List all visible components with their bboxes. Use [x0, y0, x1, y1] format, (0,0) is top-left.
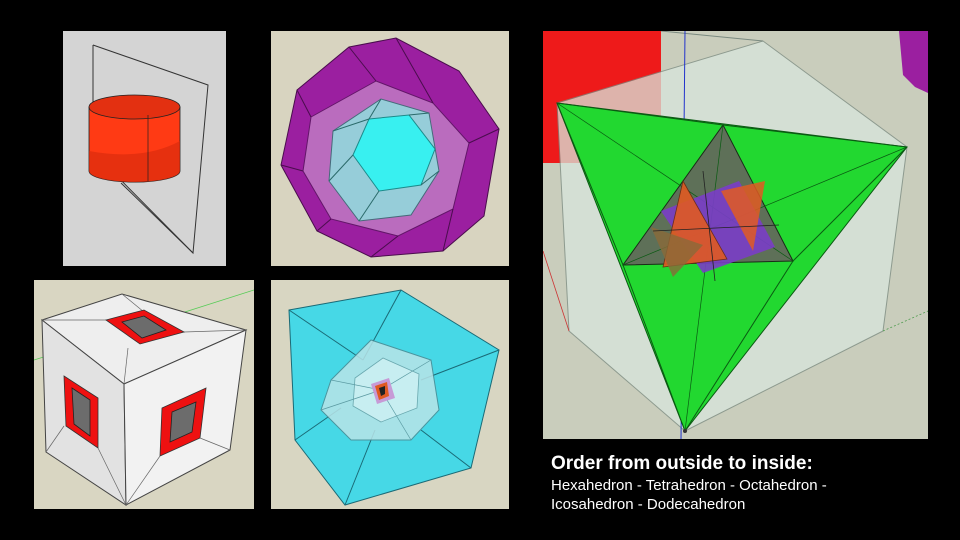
- hexahedron-cyan-drawing: [288, 289, 500, 506]
- caption-title: Order from outside to inside:: [551, 453, 813, 474]
- cylinder-plane-drawing: [88, 44, 209, 255]
- caption: Order from outside to inside: Hexahedron…: [551, 452, 931, 514]
- dodecahedron-panel: [271, 31, 509, 266]
- hexahedron-windows-drawing: [34, 289, 254, 506]
- dodecahedron-drawing: [280, 37, 500, 258]
- caption-line-2: Icosahedron - Dodecahedron: [551, 496, 746, 513]
- nested-solids-panel: [543, 31, 928, 439]
- hexahedron-cyan-panel: [271, 280, 509, 509]
- caption-line-1: Hexahedron - Tetrahedron - Octahedron -: [551, 477, 827, 494]
- nested-solids-drawing: [543, 31, 928, 439]
- hexahedron-windows-panel: [34, 280, 254, 509]
- cylinder-plane-panel: [63, 31, 226, 266]
